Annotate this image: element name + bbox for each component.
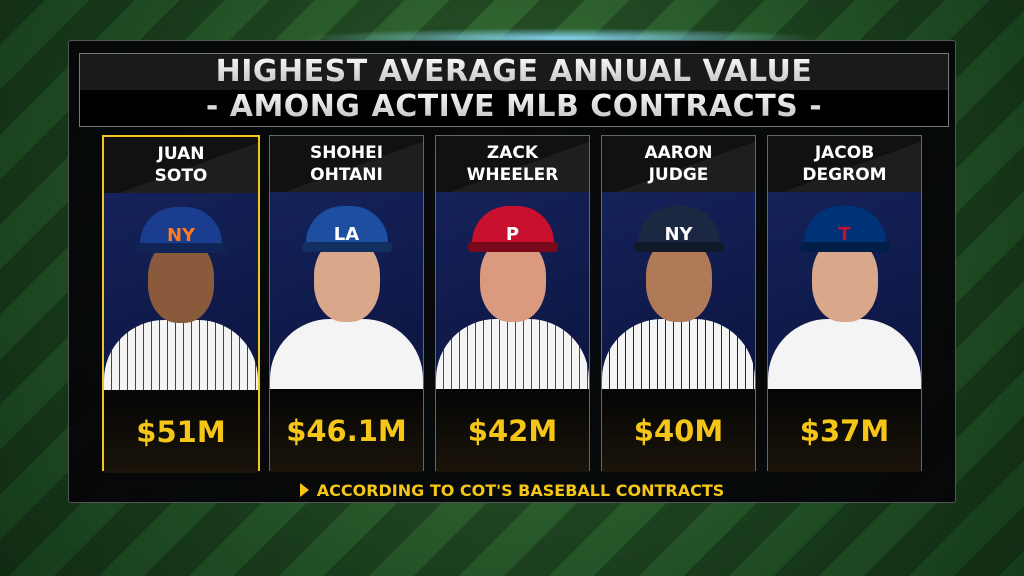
face	[148, 239, 214, 323]
contract-value: $51M	[104, 390, 258, 473]
player-name: JUAN SOTO	[104, 137, 258, 193]
player-card: JUAN SOTO NY $51M	[102, 135, 260, 473]
title-bar: HIGHEST AVERAGE ANNUAL VALUE - AMONG ACT…	[79, 53, 949, 127]
face	[479, 238, 546, 322]
face	[811, 238, 878, 322]
player-card: SHOHEI OHTANI LA $46.1M	[269, 135, 424, 472]
first-name: ZACK	[486, 143, 539, 163]
jersey	[104, 320, 258, 390]
cap-brim	[633, 242, 724, 252]
team-logo: LA	[333, 224, 360, 245]
face	[313, 238, 380, 322]
last-name: OHTANI	[310, 165, 383, 185]
player-card: ZACK WHEELER P $42M	[435, 135, 590, 472]
player-card: AARON JUDGE NY $40M	[601, 135, 756, 472]
graphic-panel: HIGHEST AVERAGE ANNUAL VALUE - AMONG ACT…	[68, 40, 956, 503]
contract-value: $46.1M	[270, 389, 423, 472]
jersey	[768, 319, 921, 389]
contract-value: $40M	[602, 389, 755, 472]
team-logo: T	[838, 224, 851, 245]
player-name: SHOHEI OHTANI	[270, 136, 423, 192]
first-name: AARON	[644, 143, 713, 163]
player-name: AARON JUDGE	[602, 136, 755, 192]
cap: T	[803, 206, 886, 248]
team-logo: P	[505, 224, 520, 245]
cap: NY	[637, 206, 720, 248]
play-triangle-icon	[299, 483, 309, 497]
player-photo: P	[436, 192, 589, 389]
last-name: SOTO	[154, 166, 208, 186]
face	[645, 238, 712, 322]
first-name: SHOHEI	[309, 143, 384, 163]
cap: LA	[305, 206, 388, 248]
last-name: JUDGE	[648, 165, 709, 185]
source-note: ACCORDING TO COT'S BASEBALL CONTRACTS	[69, 481, 955, 500]
first-name: JACOB	[814, 143, 875, 163]
player-card: JACOB DEGROM T $37M	[767, 135, 922, 472]
cap-brim	[467, 242, 558, 252]
player-name: JACOB DEGROM	[768, 136, 921, 192]
cap-brim	[301, 242, 392, 252]
contract-value: $37M	[768, 389, 921, 472]
cap-brim	[799, 242, 890, 252]
last-name: DEGROM	[802, 165, 887, 185]
jersey	[270, 319, 423, 389]
title-line-1: HIGHEST AVERAGE ANNUAL VALUE	[80, 54, 948, 89]
player-name: ZACK WHEELER	[436, 136, 589, 192]
player-photo: NY	[104, 193, 258, 390]
jersey	[602, 319, 755, 389]
contract-value: $42M	[436, 389, 589, 472]
jersey	[436, 319, 589, 389]
player-photo: T	[768, 192, 921, 389]
source-text: ACCORDING TO COT'S BASEBALL CONTRACTS	[316, 481, 725, 500]
first-name: JUAN	[157, 144, 205, 164]
team-logo: NY	[166, 225, 196, 246]
last-name: WHEELER	[466, 165, 559, 185]
team-logo: NY	[664, 224, 693, 245]
player-photo: NY	[602, 192, 755, 389]
cap: P	[471, 206, 554, 248]
cap-brim	[136, 243, 226, 253]
title-line-2: - AMONG ACTIVE MLB CONTRACTS -	[80, 89, 948, 124]
player-photo: LA	[270, 192, 423, 389]
